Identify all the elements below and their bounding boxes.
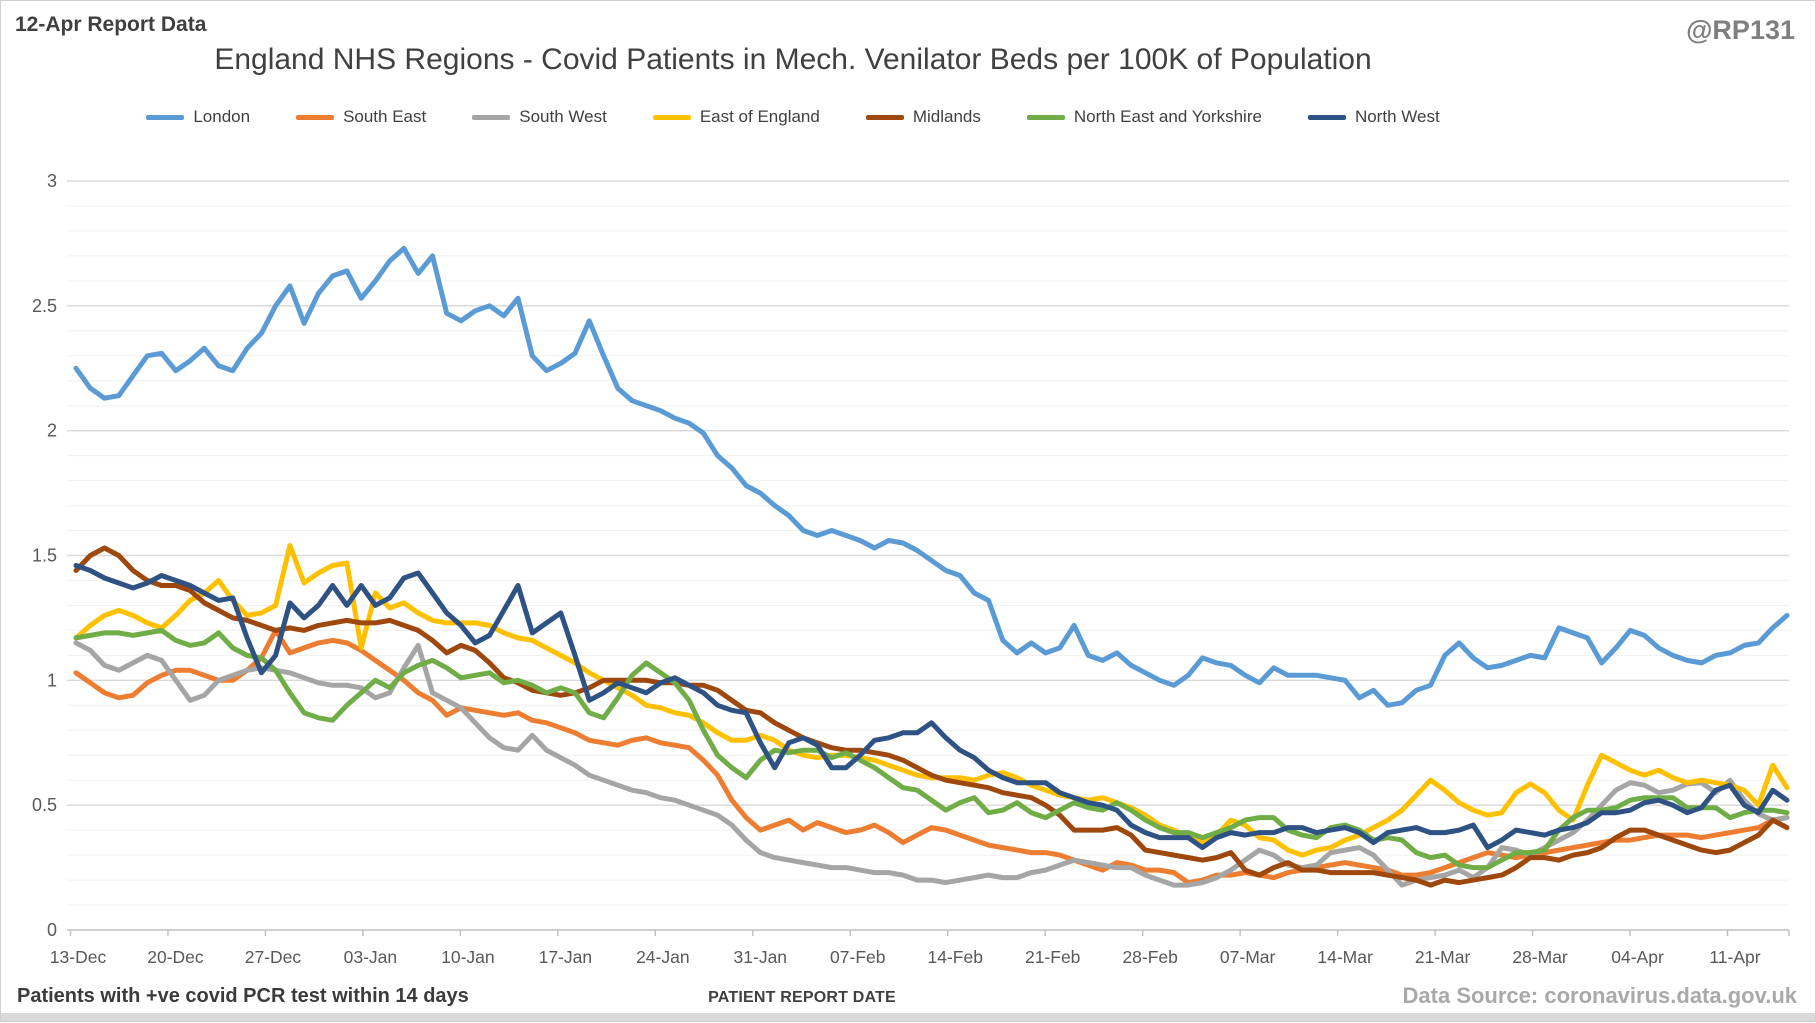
x-tick-label: 17-Jan (539, 947, 593, 967)
y-tick-label: 0 (47, 920, 57, 940)
legend-item-east-of-england: East of England (652, 107, 820, 127)
series-line-south-east (73, 627, 1790, 886)
legend-item-south-west: South West (472, 107, 607, 127)
window-bottom-edge (1, 1013, 1815, 1021)
legend-label: North East and Yorkshire (1073, 107, 1262, 126)
legend-label: South West (519, 107, 607, 126)
footer-note: Patients with +ve covid PCR test within … (17, 985, 469, 1007)
y-tick-label: 2 (47, 421, 57, 441)
x-tick-label: 14-Feb (928, 947, 983, 967)
legend-label: South East (343, 107, 427, 126)
legend-swatch-north-west (1307, 114, 1346, 120)
series-line-london (73, 245, 1790, 708)
y-tick-label: 1 (47, 670, 57, 690)
data-source-label: Data Source: coronavirus.data.gov.uk (1402, 983, 1797, 1008)
x-tick-label: 24-Jan (636, 947, 690, 967)
x-tick-label: 20-Dec (147, 947, 204, 967)
x-tick-label: 31-Jan (734, 947, 788, 967)
series-line-south-west (73, 640, 1790, 888)
x-axis-title: PATIENT REPORT DATE (708, 989, 896, 1006)
legend-label: London (193, 107, 251, 126)
x-tick-label: 03-Jan (344, 947, 398, 967)
chart-title: England NHS Regions - Covid Patients in … (214, 43, 1372, 76)
legend-swatch-north-east-and-yorkshire (1026, 114, 1065, 120)
x-tick-label: 10-Jan (441, 947, 495, 967)
report-date-label: 12-Apr Report Data (15, 13, 207, 36)
x-tick-label: 21-Mar (1415, 947, 1471, 967)
legend-label: Midlands (912, 107, 981, 126)
legend-swatch-london (146, 114, 185, 120)
legend-swatch-south-west (472, 114, 511, 120)
legend-label: East of England (699, 107, 820, 126)
legend-item-north-west: North West (1307, 107, 1440, 127)
x-tick-label: 11-Apr (1709, 947, 1760, 967)
y-tick-label: 0.5 (32, 795, 57, 815)
x-tick-label: 27-Dec (245, 947, 302, 967)
chart-legend: London South East South West East of Englan… (1, 107, 1585, 127)
x-tick-label: 04-Apr (1611, 947, 1664, 967)
series-line-north-east-and-yorkshire (73, 627, 1790, 871)
y-tick-label: 2.5 (32, 296, 57, 316)
x-tick-label: 13-Dec (50, 947, 107, 967)
legend-item-north-east-and-yorkshire: North East and Yorkshire (1026, 107, 1262, 127)
legend-swatch-east-of-england (652, 114, 691, 120)
series-line-east-of-england (73, 543, 1790, 858)
legend-item-south-east: South East (296, 107, 426, 127)
legend-label: North West (1354, 107, 1440, 126)
series-line-midlands (73, 545, 1790, 888)
x-tick-label: 07-Feb (830, 947, 885, 967)
y-tick-label: 3 (47, 171, 57, 191)
series-line-north-west (73, 563, 1790, 851)
x-tick-label: 07-Mar (1220, 947, 1276, 967)
legend-swatch-midlands (865, 114, 904, 120)
x-tick-label: 28-Mar (1512, 947, 1568, 967)
author-watermark: @RP131 (1686, 15, 1795, 45)
legend-item-london: London (146, 107, 250, 127)
x-tick-label: 14-Mar (1317, 947, 1373, 967)
legend-swatch-south-east (296, 114, 335, 120)
x-tick-label: 21-Feb (1025, 947, 1080, 967)
y-tick-label: 1.5 (32, 546, 57, 566)
legend-item-midlands: Midlands (865, 107, 981, 127)
x-tick-label: 28-Feb (1122, 947, 1177, 967)
